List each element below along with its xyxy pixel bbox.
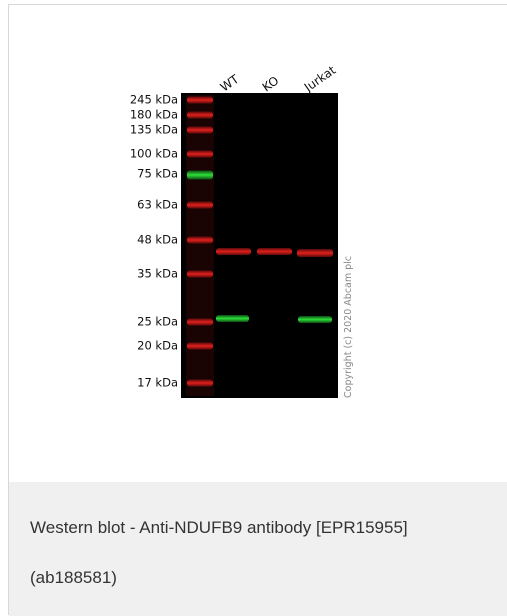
marker-label: 20 kDa xyxy=(137,339,178,353)
caption-line: Western blot - Anti-NDUFB9 antibody [EPR… xyxy=(30,518,408,537)
page: 245 kDa180 kDa135 kDa 100 kDa 75 kDa 63 kDa… xyxy=(0,0,507,616)
marker-label: 48 kDa xyxy=(137,233,178,247)
caption-area xyxy=(9,482,507,616)
ladder-band xyxy=(187,97,213,104)
band xyxy=(298,316,332,323)
marker-label: 135 kDa xyxy=(130,123,178,137)
ladder-band xyxy=(187,380,213,387)
ladder-band xyxy=(187,237,213,244)
marker-label: 17 kDa xyxy=(137,376,178,390)
ladder-band xyxy=(187,127,213,134)
band xyxy=(257,248,292,255)
ladder-band xyxy=(187,112,213,119)
ladder-band xyxy=(187,171,213,180)
band xyxy=(297,249,333,257)
marker-label: 25 kDa xyxy=(137,315,178,329)
ladder-band xyxy=(187,202,213,209)
band xyxy=(216,315,249,322)
marker-label: 245 kDa xyxy=(130,93,178,107)
ladder-band xyxy=(187,151,213,158)
band xyxy=(216,248,251,255)
marker-label: 75 kDa xyxy=(137,167,178,181)
caption-line: (ab188581) xyxy=(30,568,117,587)
ladder-lane xyxy=(186,95,214,396)
ladder-band xyxy=(187,343,213,350)
marker-label: 35 kDa xyxy=(137,267,178,281)
marker-label: 63 kDa xyxy=(137,198,178,212)
marker-label: 100 kDa xyxy=(130,147,178,161)
copyright: Copyright (c) 2020 Abcam plc xyxy=(343,256,354,398)
ladder-band xyxy=(187,271,213,278)
marker-label: 180 kDa xyxy=(130,108,178,122)
ladder-band xyxy=(187,319,213,326)
